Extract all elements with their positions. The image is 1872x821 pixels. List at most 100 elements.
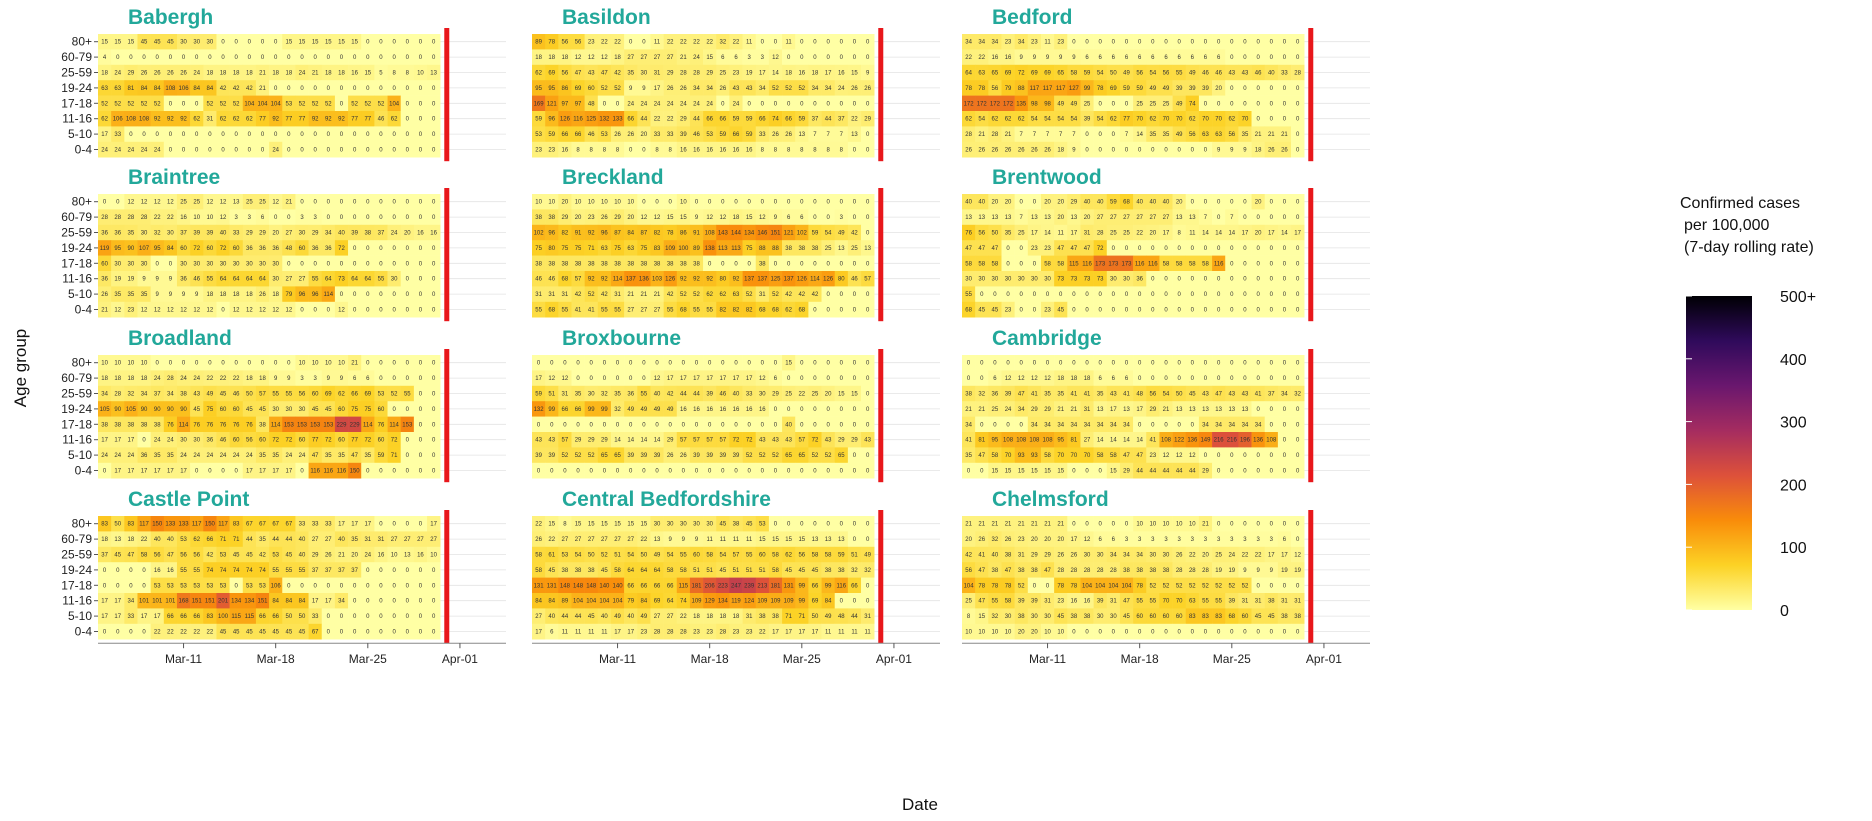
cell-value-label: 66 bbox=[259, 614, 266, 620]
cell-value-label: 17 bbox=[759, 71, 766, 77]
cell-value-label: 55 bbox=[272, 392, 279, 398]
cell-value-label: 36 bbox=[101, 277, 108, 283]
cell-value-label: 48 bbox=[588, 101, 595, 107]
cell-value-label: 27 bbox=[1149, 215, 1156, 221]
cell-value-label: 25 bbox=[812, 392, 819, 398]
cell-value-label: 52 bbox=[233, 101, 240, 107]
cell-value-label: 28 bbox=[1202, 568, 1209, 574]
cell-value-label: 45 bbox=[114, 553, 121, 559]
cell-value-label: 104 bbox=[586, 599, 597, 605]
cell-value-label: 50 bbox=[992, 231, 999, 237]
cell-value-label: 35 bbox=[1005, 231, 1012, 237]
cell-value-label: 27 bbox=[614, 537, 621, 543]
cell-value-label: 53 bbox=[562, 553, 569, 559]
cell-value-label: 38 bbox=[667, 261, 674, 267]
cell-value-label: 55 bbox=[535, 308, 542, 314]
cell-value-label: 12 bbox=[220, 215, 227, 221]
cell-value-label: 30 bbox=[180, 40, 187, 46]
cell-value-label: 15 bbox=[785, 361, 792, 367]
cell-value-label: 114 bbox=[271, 422, 281, 428]
cell-value-label: 84 bbox=[272, 599, 279, 605]
cell-value-label: 30 bbox=[246, 261, 253, 267]
panel-title: Basildon bbox=[562, 6, 651, 29]
cell-value-label: 13 bbox=[654, 537, 661, 543]
cell-value-label: 77 bbox=[1123, 117, 1130, 123]
cell-value-label: 18 bbox=[733, 215, 740, 221]
cell-value-label: 26 bbox=[1281, 148, 1288, 154]
cell-value-label: 58 bbox=[772, 553, 779, 559]
cell-value-label: 12 bbox=[167, 200, 174, 206]
cell-value-label: 26 bbox=[1071, 553, 1078, 559]
cell-value-label: 10 bbox=[627, 200, 634, 206]
cell-value-label: 17 bbox=[1071, 231, 1078, 237]
cell-value-label: 33 bbox=[128, 614, 135, 620]
cell-value-label: 45 bbox=[746, 522, 753, 528]
cell-value-label: 12 bbox=[1294, 553, 1301, 559]
cell-value-label: 20 bbox=[1057, 200, 1064, 206]
cell-value-label: 34 bbox=[1097, 422, 1104, 428]
cell-value-label: 62 bbox=[246, 117, 253, 123]
cell-value-label: 23 bbox=[706, 630, 713, 636]
cell-value-label: 28 bbox=[114, 215, 121, 221]
cell-value-label: 117 bbox=[139, 522, 149, 528]
cell-value-label: 40 bbox=[1163, 200, 1170, 206]
cell-value-label: 13 bbox=[1005, 215, 1012, 221]
cell-value-label: 28 bbox=[128, 215, 135, 221]
cell-value-label: 17 bbox=[614, 630, 621, 636]
cell-value-label: 47 bbox=[128, 553, 135, 559]
cell-value-label: 12 bbox=[272, 200, 279, 206]
cell-value-label: 34 bbox=[338, 599, 345, 605]
cell-value-label: 24 bbox=[128, 148, 135, 154]
cell-value-label: 33 bbox=[667, 132, 674, 138]
marker-line bbox=[878, 28, 883, 161]
cell-value-label: 30 bbox=[180, 438, 187, 444]
cell-value-label: 104 bbox=[964, 583, 975, 589]
cell-value-label: 115 bbox=[231, 614, 241, 620]
cell-value-label: 55 bbox=[562, 308, 569, 314]
cell-value-label: 22 bbox=[641, 537, 648, 543]
cell-value-label: 52 bbox=[128, 101, 135, 107]
cell-value-label: 10 bbox=[325, 361, 332, 367]
cell-value-label: 23 bbox=[641, 630, 648, 636]
cell-value-label: 52 bbox=[759, 453, 766, 459]
cell-value-label: 30 bbox=[654, 522, 661, 528]
cell-value-label: 73 bbox=[1071, 277, 1078, 283]
cell-value-label: 53 bbox=[259, 583, 266, 589]
cell-value-label: 43 bbox=[1110, 392, 1117, 398]
cell-value-label: 32 bbox=[128, 392, 135, 398]
cell-value-label: 54 bbox=[627, 553, 634, 559]
cell-value-label: 78 bbox=[548, 40, 555, 46]
cell-value-label: 18 bbox=[733, 614, 740, 620]
cell-value-label: 20 bbox=[404, 231, 411, 237]
cell-value-label: 17 bbox=[325, 599, 332, 605]
cell-value-label: 12 bbox=[167, 308, 174, 314]
cell-value-label: 18 bbox=[233, 292, 240, 298]
cell-value-label: 56 bbox=[798, 553, 805, 559]
cell-value-label: 69 bbox=[325, 392, 332, 398]
cell-value-label: 43 bbox=[1242, 71, 1249, 77]
cell-value-label: 67 bbox=[285, 522, 292, 528]
cell-value-label: 172 bbox=[977, 101, 988, 107]
cell-value-label: 24 bbox=[193, 376, 200, 382]
age-group-label: 0-4 bbox=[75, 464, 93, 478]
cell-value-label: 12 bbox=[141, 308, 148, 314]
cell-value-label: 26 bbox=[325, 553, 332, 559]
cell-value-label: 42 bbox=[233, 86, 240, 92]
cell-value-label: 59 bbox=[1084, 71, 1091, 77]
cell-value-label: 18 bbox=[246, 71, 253, 77]
cell-value-label: 84 bbox=[154, 86, 161, 92]
cell-value-label: 10 bbox=[548, 200, 555, 206]
cell-value-label: 82 bbox=[746, 308, 753, 314]
cell-value-label: 19 bbox=[128, 277, 135, 283]
cell-value-label: 21 bbox=[259, 86, 266, 92]
cell-value-label: 24 bbox=[193, 453, 200, 459]
cell-value-label: 84 bbox=[641, 599, 648, 605]
cell-value-label: 49 bbox=[614, 614, 621, 620]
cell-value-label: 24 bbox=[391, 231, 398, 237]
cell-value-label: 68 bbox=[1123, 200, 1130, 206]
cell-value-label: 172 bbox=[964, 101, 975, 107]
cell-value-label: 72 bbox=[1097, 246, 1104, 252]
cell-value-label: 59 bbox=[733, 117, 740, 123]
cell-value-label: 126 bbox=[797, 277, 808, 283]
